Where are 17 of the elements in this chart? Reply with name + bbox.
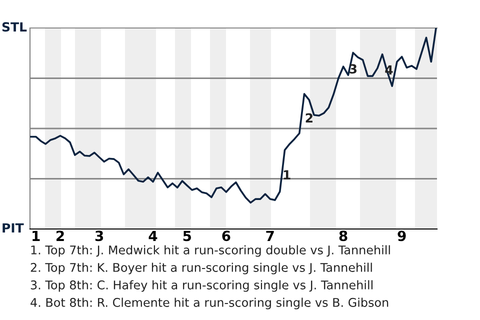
x-tick-label: 8 (339, 230, 348, 242)
text: PIT (2, 223, 24, 232)
x-tick-label: 9 (398, 230, 406, 242)
x-tick-label: 3 (95, 230, 104, 242)
x-tick-label: 7 (266, 230, 274, 241)
x-tick-label: 2 (56, 230, 64, 241)
text: 4. Bot 8th: R. Clemente hit a run-scoring single vs B. Gibson (30, 298, 388, 310)
annotation: 1 (284, 170, 290, 180)
x-tick-label: 5 (183, 230, 191, 242)
text: 1. Top 7th: J. Medwick hit a run-scoring double vs J. Tannehill (31, 245, 390, 257)
x-tick-label: 4 (148, 230, 158, 241)
x-tick-label: 1 (32, 230, 40, 241)
text: 2. Top 7th: K. Boyer hit a run-scoring single vs J. Tannehill (30, 262, 372, 274)
x-tick-label: 6 (222, 230, 230, 242)
text: STL (2, 22, 27, 32)
annotation: 2 (306, 113, 312, 122)
text: 3. Top 8th: C. Hafey hit a run-scoring single vs J. Tannehill (30, 280, 372, 292)
